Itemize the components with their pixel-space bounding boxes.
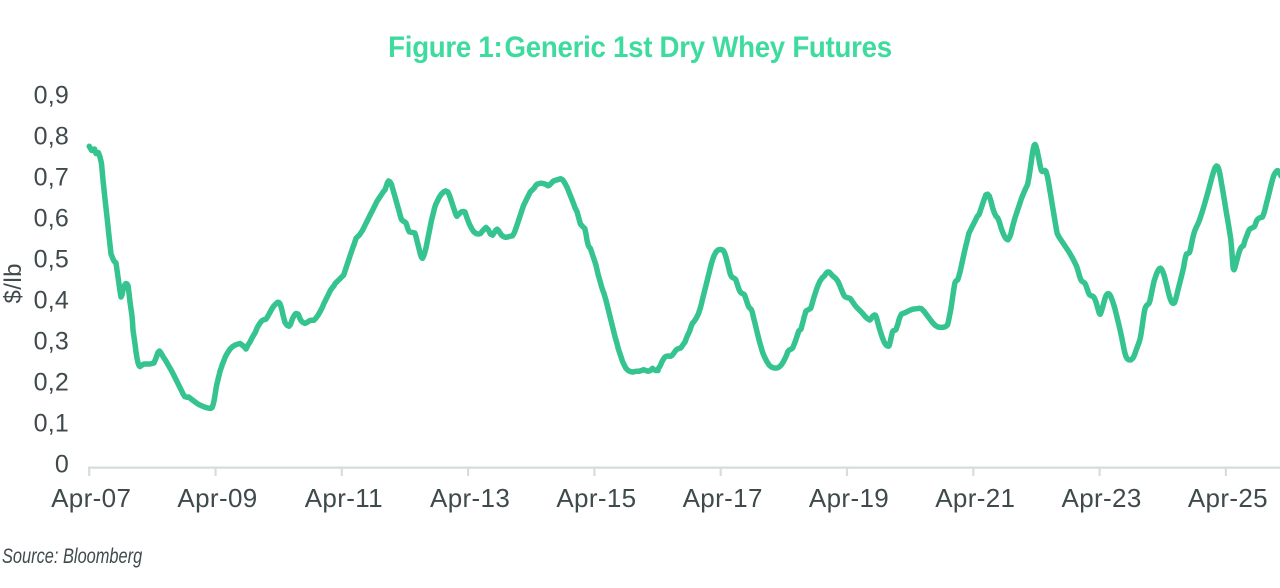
svg-text:$/lb: $/lb [0, 264, 27, 304]
